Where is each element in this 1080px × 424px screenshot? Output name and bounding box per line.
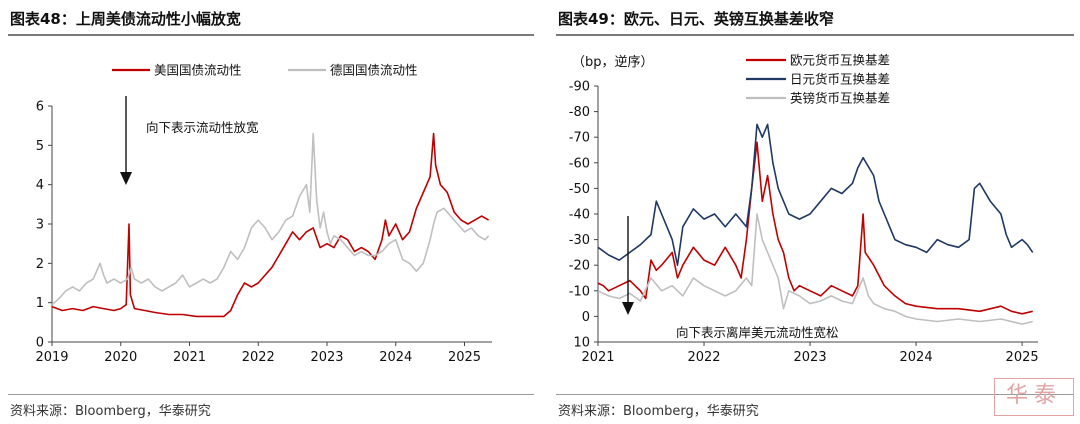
seal-stamp: 华泰 <box>994 378 1074 416</box>
right-legend-label: 英镑货币互换基差 <box>790 91 890 106</box>
left-source-note: 资料来源：Bloomberg，华泰研究 <box>10 404 211 419</box>
left-legend-label: 美国国债流动性 <box>154 63 242 78</box>
right-x-tick-label: 2021 <box>581 350 614 365</box>
right-y-tick-label: -70 <box>569 131 590 146</box>
right-y-tick-label: -30 <box>569 233 590 248</box>
right-source-divider <box>556 394 1074 395</box>
left-x-tick-label: 2023 <box>310 350 343 365</box>
right-series-line <box>597 141 1033 315</box>
left-series-line <box>51 132 490 306</box>
left-y-tick-label: 1 <box>36 296 44 311</box>
right-title-divider <box>556 34 1074 36</box>
left-series-line <box>51 132 490 318</box>
right-y-tick-label: -40 <box>569 208 590 223</box>
right-chart-panel: 图表49：欧元、日元、英镑互换基差收窄 -90 -80 -70 -60 -50 -40 -3… <box>548 0 1080 424</box>
right-y-tick-label: -50 <box>569 182 590 197</box>
left-line-chart: 0 1 2 3 4 5 6 2019 2020 2021 2022 2023 2024 2025 美国国债流… <box>35 63 492 365</box>
left-y-tick-label: 6 <box>36 100 44 115</box>
left-x-tick-label: 2022 <box>242 350 275 365</box>
right-annotation-text: 向下表示离岸美元流动性宽松 <box>676 325 839 340</box>
right-x-tick-label: 2025 <box>1006 350 1039 365</box>
left-y-tick-label: 0 <box>36 336 44 351</box>
right-x-tick-label: 2023 <box>794 350 827 365</box>
right-series-line <box>597 213 1033 325</box>
right-legend-label: 日元货币互换基差 <box>790 72 890 87</box>
left-annotation-arrow-head <box>120 172 132 185</box>
left-x-tick-label: 2024 <box>379 350 412 365</box>
left-annotation-text: 向下表示流动性放宽 <box>146 120 259 135</box>
left-y-tick-label: 5 <box>36 139 44 154</box>
right-source-note: 资料来源：Bloomberg，华泰研究 <box>558 404 759 419</box>
right-y-tick-label: 0 <box>582 310 590 325</box>
right-y-unit-label: （bp，逆序） <box>572 54 654 70</box>
left-x-tick-label: 2020 <box>104 350 137 365</box>
left-chart-panel: 图表48：上周美债流动性小幅放宽 0 1 2 3 4 5 6 2019 2020 2021 2022… <box>8 10 534 419</box>
right-y-tick-label: -90 <box>569 80 590 95</box>
right-y-tick-label: -10 <box>569 284 590 299</box>
left-title-divider <box>8 34 534 36</box>
left-legend-label: 德国国债流动性 <box>330 63 418 78</box>
left-chart-title: 图表48：上周美债流动性小幅放宽 <box>10 10 241 28</box>
right-x-tick-label: 2024 <box>900 350 933 365</box>
right-annotation-arrow-head <box>622 302 634 315</box>
left-x-tick-label: 2025 <box>448 350 481 365</box>
left-source-divider <box>8 394 534 395</box>
right-y-tick-label: -80 <box>569 105 590 120</box>
right-y-tick-label: 10 <box>573 336 590 351</box>
right-x-tick-label: 2022 <box>687 350 720 365</box>
left-y-tick-label: 4 <box>36 178 44 193</box>
left-x-tick-label: 2019 <box>35 350 68 365</box>
left-y-tick-label: 3 <box>36 218 44 233</box>
right-chart-title: 图表49：欧元、日元、英镑互换基差收窄 <box>558 10 834 28</box>
right-series-line <box>597 123 1034 266</box>
left-y-tick-label: 2 <box>36 257 44 272</box>
left-x-tick-label: 2021 <box>173 350 206 365</box>
right-y-tick-label: -60 <box>569 156 590 171</box>
right-legend-label: 欧元货币互换基差 <box>790 53 890 68</box>
right-y-tick-label: -20 <box>569 259 590 274</box>
